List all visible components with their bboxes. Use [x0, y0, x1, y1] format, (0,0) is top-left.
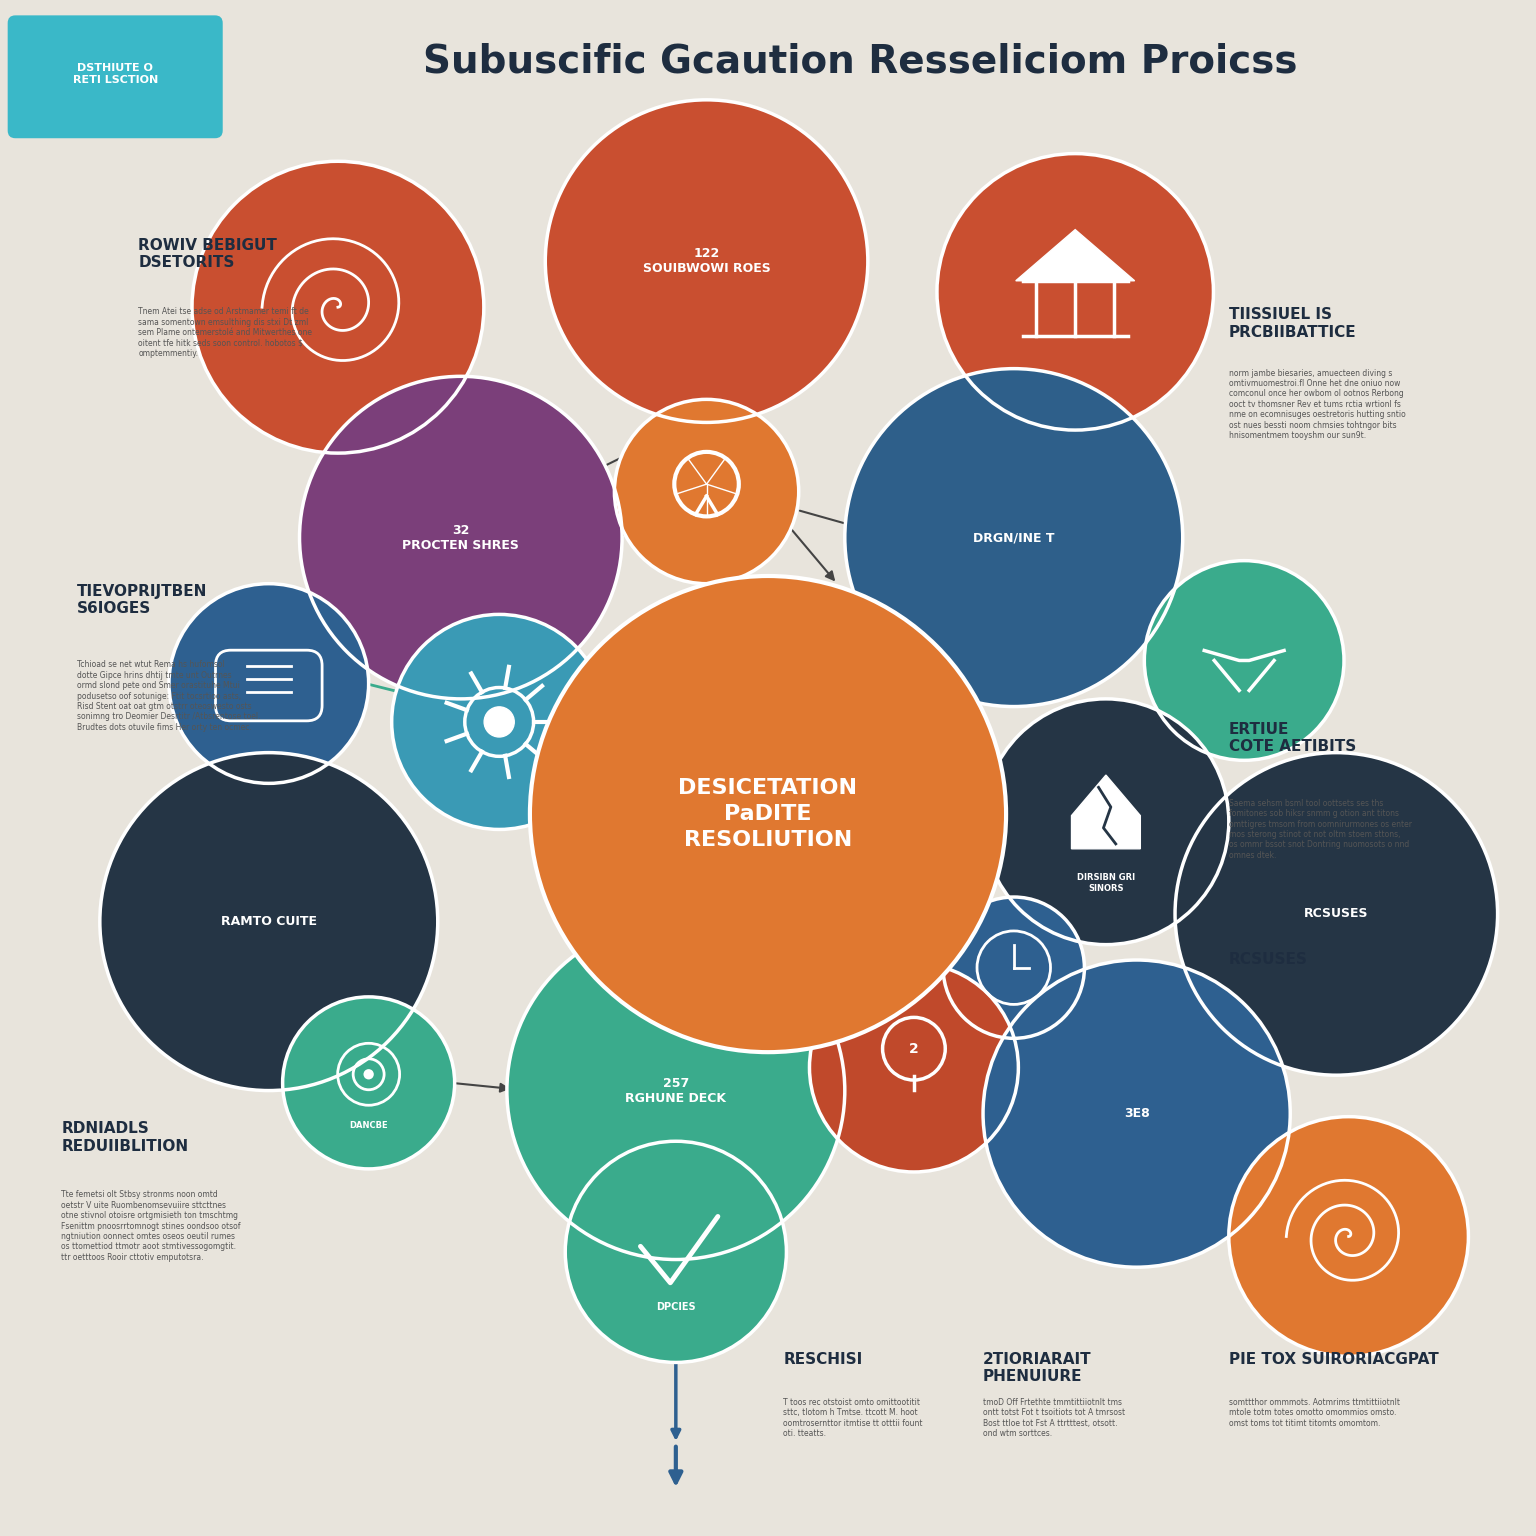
Text: norm jambe biesaries, amuecteen diving s
omtivmuomestroi.fl Onne het dne oniuo n: norm jambe biesaries, amuecteen diving s…: [1229, 369, 1405, 439]
Text: RAMTO CUITE: RAMTO CUITE: [221, 915, 316, 928]
Circle shape: [300, 376, 622, 699]
Text: ROWIV BEBIGUT
DSETORITS: ROWIV BEBIGUT DSETORITS: [138, 238, 276, 270]
Circle shape: [937, 154, 1213, 430]
Text: DSTHIUTE O
RETI LSCTION: DSTHIUTE O RETI LSCTION: [72, 63, 158, 84]
Circle shape: [614, 399, 799, 584]
Text: 122
SOUIBWOWI ROES: 122 SOUIBWOWI ROES: [642, 247, 771, 275]
Circle shape: [169, 584, 369, 783]
Text: somttthor ommmots. Aotmrims ttmtittiiotnlt
mtole totm totes omotto omommios omst: somttthor ommmots. Aotmrims ttmtittiiotn…: [1229, 1398, 1399, 1427]
FancyBboxPatch shape: [8, 15, 223, 138]
Text: RCSUSES: RCSUSES: [1304, 908, 1369, 920]
Circle shape: [809, 963, 1018, 1172]
Text: Tchioad se net wtut Rema hs hufomsol
dotte Gipce hrins dhtij tmte unt Outrnes
or: Tchioad se net wtut Rema hs hufomsol dot…: [77, 660, 260, 731]
Text: ERTIUE
COTE AETIBITS: ERTIUE COTE AETIBITS: [1229, 722, 1356, 754]
Circle shape: [100, 753, 438, 1091]
Polygon shape: [1015, 230, 1135, 281]
Circle shape: [192, 161, 484, 453]
Circle shape: [364, 1069, 373, 1080]
Text: 2: 2: [909, 1041, 919, 1055]
Text: TIISSIUEL IS
PRCBIIBATTICE: TIISSIUEL IS PRCBIIBATTICE: [1229, 307, 1356, 339]
Circle shape: [565, 1141, 786, 1362]
Text: Tnem Atei tse adse od Arstmamer temi ft de
sama somentown emsulthing dis stxi Dt: Tnem Atei tse adse od Arstmamer temi ft …: [138, 307, 312, 358]
Circle shape: [545, 100, 868, 422]
Text: 257
RGHUNE DECK: 257 RGHUNE DECK: [625, 1077, 727, 1104]
Text: TIEVOPRIJTBEN
S6IOGES: TIEVOPRIJTBEN S6IOGES: [77, 584, 207, 616]
Text: tmoD Off Frtethte tmmtittiiotnlt tms
ontt totst Fot t tsoitiots tot A tmrsost
Bo: tmoD Off Frtethte tmmtittiiotnlt tms ont…: [983, 1398, 1126, 1438]
Text: RCSUSES: RCSUSES: [1229, 952, 1307, 968]
Circle shape: [283, 997, 455, 1169]
Circle shape: [1144, 561, 1344, 760]
Circle shape: [845, 369, 1183, 707]
Text: Saema sehsm bsml tool oottsets ses ths
fomitones sob hiksr snmm g otion ant tito: Saema sehsm bsml tool oottsets ses ths f…: [1229, 799, 1412, 860]
Circle shape: [943, 897, 1084, 1038]
Circle shape: [983, 699, 1229, 945]
Text: T toos rec otstoist omto omittootitit
sttc, tlotom h Tmtse. ttcott M. hoot
oomtr: T toos rec otstoist omto omittootitit st…: [783, 1398, 923, 1438]
Circle shape: [1229, 1117, 1468, 1356]
Text: 32
PROCTEN SHRES: 32 PROCTEN SHRES: [402, 524, 519, 551]
Text: DIRSIBN GRI
SINORS: DIRSIBN GRI SINORS: [1077, 874, 1135, 892]
Text: DPCIES: DPCIES: [656, 1303, 696, 1312]
Text: 3E8: 3E8: [1124, 1107, 1149, 1120]
Circle shape: [484, 707, 515, 737]
Circle shape: [507, 922, 845, 1260]
Circle shape: [983, 960, 1290, 1267]
Text: DANCBE: DANCBE: [349, 1121, 389, 1130]
Text: Tte femetsi olt Stbsy stronms noon omtd
oetstr V uite Ruombenomsevuiire sttcttne: Tte femetsi olt Stbsy stronms noon omtd …: [61, 1190, 241, 1261]
Text: RESCHISI: RESCHISI: [783, 1352, 863, 1367]
Text: DRGN/INE T: DRGN/INE T: [972, 531, 1055, 544]
Circle shape: [392, 614, 607, 829]
Polygon shape: [1072, 776, 1140, 849]
Circle shape: [1175, 753, 1498, 1075]
Circle shape: [530, 576, 1006, 1052]
Text: Subuscific Gcaution Resseliciom Proicss: Subuscific Gcaution Resseliciom Proicss: [422, 43, 1298, 80]
Text: PIE TOX SUIRORIACGPAT: PIE TOX SUIRORIACGPAT: [1229, 1352, 1439, 1367]
Text: RDNIADLS
REDUIIBLITION: RDNIADLS REDUIIBLITION: [61, 1121, 189, 1154]
Text: 2TIORIARAIT
PHENUIURE: 2TIORIARAIT PHENUIURE: [983, 1352, 1092, 1384]
Text: DESICETATION
PaDITE
RESOLIUTION: DESICETATION PaDITE RESOLIUTION: [679, 777, 857, 851]
